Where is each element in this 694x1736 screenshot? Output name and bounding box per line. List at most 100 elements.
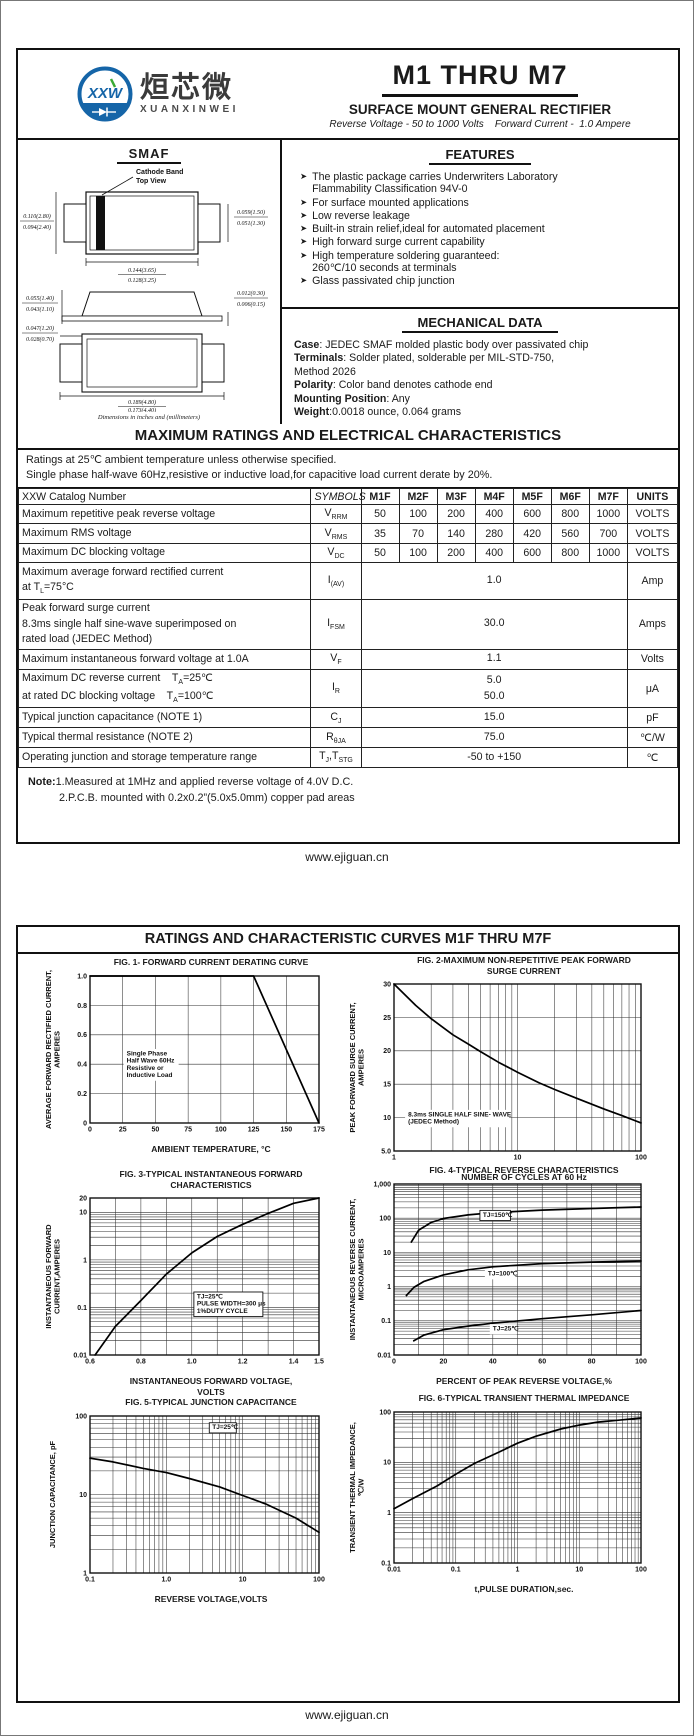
svg-text:TJ=25℃: TJ=25℃ <box>197 1293 224 1301</box>
table-row: Maximum DC reverse current TA=25℃ at rat… <box>18 668 678 709</box>
feature-bullet-icon: ➤ <box>300 223 308 234</box>
dim-total-length-min: 0.173(4.40) <box>128 407 156 412</box>
svg-text:0.6: 0.6 <box>77 1032 87 1039</box>
figure-1-chart: 0 25 50 75 100 125 150 175 0 0.2 0.4 0.6 0.8 1.0 Singl… <box>44 970 325 1133</box>
param-cell: Typical junction capacitance (NOTE 1) <box>18 707 312 729</box>
right-column: FEATURES ➤ The plastic package carries Un… <box>282 140 678 424</box>
logo: XXW 烜芯微 XUANXINWEI <box>18 65 282 123</box>
svg-text:(JEDEC Method): (JEDEC Method) <box>408 1119 459 1126</box>
svg-text:1: 1 <box>83 1570 87 1577</box>
value-cell: 70 <box>398 523 438 544</box>
dim-pad-width-max: 0.047(1.20) <box>26 325 54 332</box>
feature-item: ➤ The plastic package carries Underwriter… <box>300 171 668 196</box>
svg-text:10: 10 <box>383 1459 391 1466</box>
feature-item: ➤ Glass passivated chip junction <box>300 275 668 287</box>
param-cell: Maximum repetitive peak reverse voltage <box>18 504 312 525</box>
svg-text:0.6: 0.6 <box>85 1359 95 1366</box>
param-cell: Typical thermal resistance (NOTE 2) <box>18 727 312 749</box>
figure-5-chart: 0.1 1.0 10 100 1 10 100 TJ=25℃ JUNCTION CAPACITA… <box>48 1413 325 1583</box>
figure-5: FIG. 5-TYPICAL JUNCTION CAPACITANCE 0.1 1… <box>46 1397 338 1604</box>
unit-cell: Volts <box>626 648 678 670</box>
value-cell: 400 <box>474 542 514 564</box>
logo-english-name: XUANXINWEI <box>140 104 239 115</box>
value-cell: 75.0 <box>360 727 628 749</box>
col-header-m5f: M5F <box>512 488 552 506</box>
col-header-m3f: M3F <box>436 488 476 506</box>
svg-text:1: 1 <box>516 1566 520 1573</box>
value-cell: 560 <box>550 523 590 544</box>
value-cell: 420 <box>512 523 552 544</box>
value-cell: 100 <box>398 504 438 525</box>
dim-standoff-max: 0.012(0.30) <box>237 290 265 297</box>
svg-text:0.1: 0.1 <box>381 1560 391 1567</box>
svg-text:0.1: 0.1 <box>85 1576 95 1583</box>
unit-cell: Amps <box>626 598 678 650</box>
svg-text:Inductive Load: Inductive Load <box>127 1072 173 1079</box>
svg-text:10: 10 <box>239 1576 247 1583</box>
unit-cell: VOLTS <box>626 504 678 525</box>
table-row: Maximum DC blocking voltage VDC 50 100 200 40… <box>18 542 678 564</box>
svg-text:25: 25 <box>383 1015 391 1022</box>
feature-bullet-icon: ➤ <box>300 171 308 181</box>
feature-item: ➤ Built-in strain relief,ideal for automa… <box>300 223 668 235</box>
product-title: M1 THRU M7 <box>382 60 578 97</box>
svg-text:100: 100 <box>635 1358 647 1365</box>
svg-text:TJ=25℃: TJ=25℃ <box>212 1423 239 1431</box>
table-row: Maximum average forward rectified curren… <box>18 562 678 600</box>
symbol-cell: RθJA <box>310 727 362 749</box>
param-cell: Peak forward surge current 8.3ms single … <box>18 598 312 650</box>
feature-text: Glass passivated chip junction <box>312 275 455 288</box>
col-header-m1f: M1F <box>360 488 400 506</box>
figure-4-xlabel: PERCENT OF PEAK REVERSE VOLTAGE,% <box>436 1375 612 1386</box>
footer-url-2: www.ejiguan.cn <box>305 1708 389 1722</box>
svg-text:1.4: 1.4 <box>289 1359 299 1366</box>
footer-url-1: www.ejiguan.cn <box>305 850 389 864</box>
table-row: Maximum repetitive peak reverse voltage V… <box>18 504 678 525</box>
figure-3-xlabel: INSTANTANEOUS FORWARD VOLTAGE, VOLTS <box>129 1376 293 1397</box>
figure-2-xlabel: NUMBER OF CYCLES AT 60 Hz <box>461 1172 587 1183</box>
svg-text:5.0: 5.0 <box>381 1149 391 1156</box>
svg-text:Single Phase: Single Phase <box>127 1050 168 1057</box>
value-cell: 1.1 <box>360 648 628 670</box>
feature-bullet-icon: ➤ <box>300 249 308 260</box>
value-cell: 35 <box>360 523 400 544</box>
svg-text:20: 20 <box>79 1196 87 1203</box>
svg-text:TJ=25℃: TJ=25℃ <box>493 1324 520 1332</box>
svg-text:20: 20 <box>383 1048 391 1055</box>
value-cell: 280 <box>474 523 514 544</box>
svg-text:10: 10 <box>514 1155 522 1162</box>
figure-4-chart: 0 20 40 60 80 100 0.01 0.1 1 10 100 1,000 TJ=150℃ TJ=… <box>348 1181 647 1365</box>
svg-text:20: 20 <box>440 1358 448 1365</box>
value-cell: 200 <box>436 504 476 525</box>
svg-text:0.1: 0.1 <box>77 1305 87 1312</box>
value-cell: 100 <box>398 542 438 564</box>
svg-text:JUNCTION CAPACITANCE, pF: JUNCTION CAPACITANCE, pF <box>48 1440 57 1548</box>
svg-text:10: 10 <box>383 1115 391 1122</box>
svg-text:0.1: 0.1 <box>381 1318 391 1325</box>
header: XXW 烜芯微 XUANXINWEI M1 THRU M7 SURFACE MO… <box>18 50 678 140</box>
logo-text: 烜芯微 XUANXINWEI <box>140 73 239 115</box>
symbol-cell: VRRM <box>310 504 362 525</box>
svg-text:1.0: 1.0 <box>187 1359 197 1366</box>
feature-bullet-icon: ➤ <box>300 275 308 286</box>
title-block: M1 THRU M7 SURFACE MOUNT GENERAL RECTIFI… <box>282 58 678 130</box>
svg-text:10: 10 <box>79 1492 87 1499</box>
feature-text: Built-in strain relief,ideal for automat… <box>312 223 545 236</box>
svg-text:8.3ms SINGLE HALF SINE- WAVE: 8.3ms SINGLE HALF SINE- WAVE <box>408 1112 512 1119</box>
col-header-m7f: M7F <box>588 488 628 506</box>
symbol-cell: TJ,TSTG <box>310 747 362 768</box>
ratings-table: XXW Catalog Number SYMBOLS M1F M2F M3F M… <box>18 488 678 768</box>
svg-text:1%DUTY CYCLE: 1%DUTY CYCLE <box>197 1308 248 1315</box>
value-cell: 50 <box>360 542 400 564</box>
svg-text:1: 1 <box>387 1510 391 1517</box>
svg-text:0.4: 0.4 <box>77 1061 87 1068</box>
param-cell: Operating junction and storage temperatu… <box>18 747 312 768</box>
mechanical-data-section: MECHANICAL DATA Case: JEDEC SMAF molded … <box>282 306 678 424</box>
svg-text:50: 50 <box>152 1126 160 1133</box>
features-section: FEATURES ➤ The plastic package carries Un… <box>282 140 678 307</box>
ratings-condition-2: Single phase half-wave 60Hz,resistive or… <box>26 468 493 481</box>
figure-5-xlabel: REVERSE VOLTAGE,VOLTS <box>154 1593 268 1604</box>
middle-section: SMAF Cathode Band Top View 0.110(2.80) 0… <box>18 140 678 424</box>
ratings-condition-1: Ratings at 25℃ ambient temperature unles… <box>26 454 337 466</box>
dim-pad-width-min: 0.028(0.70) <box>26 336 54 343</box>
